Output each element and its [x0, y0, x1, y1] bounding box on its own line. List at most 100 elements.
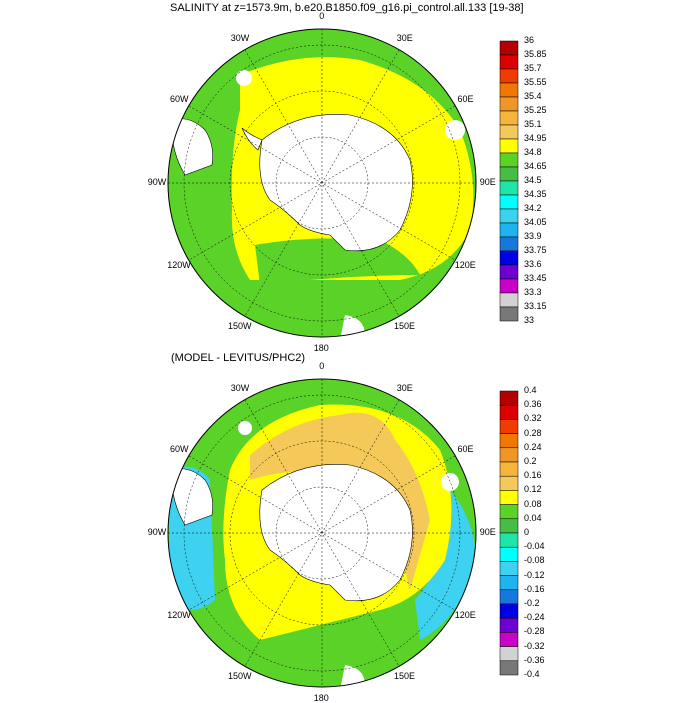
- longitude-label: 150E: [394, 320, 416, 331]
- graticule: [168, 379, 476, 687]
- colorbar-tick-label: -0.04: [524, 541, 545, 552]
- colorbar-swatch: [499, 575, 519, 591]
- colorbar-salinity: [499, 40, 519, 322]
- plot-title-difference: (MODEL - LEVITUS/PHC2): [171, 352, 306, 364]
- colorbar-tick-label: 0.36: [524, 399, 542, 410]
- longitude-label: 120E: [454, 260, 476, 270]
- plot-title-salinity: SALINITY at z=1573.9m, b.e20.B1850.f09_g…: [170, 2, 524, 14]
- longitude-label: 90E: [479, 177, 496, 187]
- colorbar-swatch: [499, 475, 519, 491]
- map-boundary: [167, 28, 477, 338]
- colorbar-tick-label: 34.5: [524, 175, 542, 185]
- longitude-label: 60W: [169, 94, 189, 104]
- salinity-green-south: [255, 238, 420, 285]
- colorbar-tick-label: 35.4: [524, 91, 542, 101]
- colorbar-tick-label: -0.08: [524, 555, 545, 566]
- colorbar-tick-label: 33.6: [524, 259, 542, 269]
- colorbar-swatch: [499, 208, 519, 224]
- colorbar-swatch: [499, 603, 519, 619]
- colorbar-swatch: [499, 278, 519, 294]
- longitude-label: 180: [313, 693, 329, 703]
- colorbar-tick-label: 33: [524, 315, 535, 325]
- polar-map-salinity: [167, 28, 477, 338]
- longitude-label: 60W: [169, 444, 189, 454]
- colorbar-tick-label: 34.35: [524, 189, 547, 199]
- longitude-label: 90W: [147, 527, 167, 537]
- antarctica-landmass: [259, 464, 413, 602]
- colorbar-swatch: [499, 306, 519, 322]
- land-patch: [236, 70, 252, 86]
- longitude-label: 0: [319, 11, 325, 21]
- colorbar-tick-label: 35.55: [524, 77, 547, 87]
- colorbar-swatch: [499, 152, 519, 168]
- longitude-label: 30W: [230, 383, 250, 394]
- colorbar-swatch: [499, 180, 519, 196]
- longitude-label: 150W: [228, 320, 252, 331]
- colorbar-tick-label: 34.95: [524, 133, 547, 143]
- colorbar-tick-label: 33.15: [524, 301, 547, 311]
- colorbar-swatch: [499, 617, 519, 633]
- colorbar-swatch: [499, 138, 519, 154]
- colorbar-swatch: [499, 490, 519, 505]
- longitude-label: 30W: [230, 33, 250, 44]
- colorbar-tick-label: 36: [524, 35, 535, 45]
- polar-map-difference: [167, 378, 477, 688]
- diff-orange-region: [250, 412, 430, 590]
- colorbar-swatch: [499, 632, 519, 647]
- colorbar-tick-label: 0.4: [524, 385, 537, 395]
- colorbar-swatch: [499, 504, 519, 520]
- colorbar-tick-label: -0.4: [524, 669, 540, 679]
- longitude-label: 180: [313, 343, 329, 353]
- colorbar-swatch: [499, 236, 519, 252]
- colorbar-tick-label: 35.25: [524, 105, 547, 115]
- longitude-label: 60E: [457, 94, 474, 104]
- colorbar-tick-label: 0.16: [524, 470, 542, 481]
- colorbar-tick-label: 35.7: [524, 63, 542, 73]
- colorbar-swatch: [499, 532, 519, 548]
- longitude-label: 60E: [457, 444, 474, 454]
- colorbar-tick-label: -0.16: [524, 583, 545, 594]
- colorbar-tick-label: -0.32: [524, 640, 545, 651]
- diff-cyan-east: [415, 490, 476, 640]
- colorbar-swatch: [499, 561, 519, 576]
- colorbar-tick-label: 34.05: [524, 217, 547, 227]
- colorbar-swatch: [499, 124, 519, 140]
- colorbar-swatch: [499, 292, 519, 308]
- colorbar-swatch: [499, 461, 519, 477]
- colorbar-swatch: [499, 646, 519, 662]
- south-america-landmass: [171, 468, 213, 526]
- longitude-label: 120W: [167, 610, 191, 620]
- colorbar-swatch: [499, 546, 519, 562]
- south-america-landmass: [171, 118, 213, 176]
- longitude-label: 120W: [167, 260, 191, 270]
- graticule: [168, 29, 476, 337]
- longitude-label: 120E: [454, 610, 476, 620]
- antarctic-peninsula: [241, 127, 263, 151]
- colorbar-swatch: [499, 194, 519, 210]
- colorbar-tick-label: 35.85: [524, 49, 547, 59]
- colorbar-tick-label: 35.1: [524, 119, 542, 129]
- colorbar-swatch: [499, 589, 519, 605]
- colorbar-swatch: [499, 40, 519, 56]
- colorbar-tick-label: 0: [524, 527, 530, 537]
- longitude-label: 150E: [394, 670, 416, 681]
- map-boundary: [167, 378, 477, 688]
- colorbar-tick-label: -0.2: [524, 598, 540, 608]
- colorbar-swatch: [499, 96, 519, 112]
- colorbar-tick-label: 0.12: [524, 484, 542, 495]
- colorbar-swatch: [499, 110, 519, 126]
- land-patch: [445, 120, 465, 140]
- colorbar-swatch: [499, 68, 519, 84]
- longitude-label: 30E: [396, 383, 413, 394]
- colorbar-tick-label: -0.12: [524, 569, 545, 580]
- antarctica-landmass: [259, 114, 413, 252]
- colorbar-tick-label: 0.24: [524, 441, 542, 452]
- colorbar-tick-label: 0.2: [524, 456, 537, 466]
- colorbar-tick-label: 33.75: [524, 245, 547, 255]
- colorbar-difference: [499, 390, 519, 676]
- colorbar-swatch: [499, 447, 519, 463]
- colorbar-swatch: [499, 518, 519, 534]
- colorbar-tick-label: 34.2: [524, 203, 542, 213]
- colorbar-tick-label: -0.28: [524, 626, 545, 637]
